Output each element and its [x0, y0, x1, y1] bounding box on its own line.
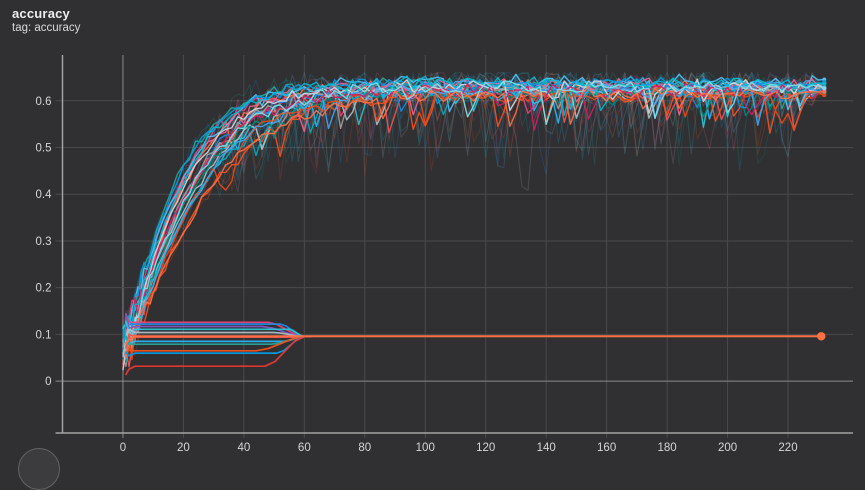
x-tick-label: 120: [476, 442, 495, 454]
x-tick-label: 220: [778, 442, 797, 454]
x-tick-label: 100: [416, 442, 435, 454]
x-tick-label: 0: [120, 442, 126, 454]
run-end-dot: [822, 86, 827, 91]
floating-action-button[interactable]: [18, 448, 60, 490]
run-raw-6: [122, 72, 825, 346]
run-raw-9: [122, 78, 825, 357]
run-raw-10: [122, 72, 825, 341]
x-tick-label: 80: [358, 442, 371, 454]
y-tick-label: 0.5: [36, 143, 52, 155]
run-line-7: [122, 81, 825, 349]
axes: [55, 55, 853, 434]
x-tick-label: 140: [537, 442, 556, 454]
run-raw-15: [122, 72, 825, 340]
y-tick-label: 0.2: [36, 283, 52, 295]
y-tick-label: 0: [45, 376, 51, 388]
run-line-22: [122, 80, 825, 357]
flat-run-lines: [125, 313, 826, 376]
run-line-21: [122, 85, 825, 359]
y-tick-label: 0.1: [36, 329, 52, 341]
tick-labels: 0 0.1 0.2 0.3 0.4 0.5 0.6 0 20 40 60 80 100 120 140 160…: [36, 96, 798, 454]
run-line-18: [122, 81, 825, 360]
long-flat-run-line: [125, 335, 823, 344]
y-tick-label: 0.6: [36, 96, 52, 108]
x-tick-label: 160: [597, 442, 616, 454]
x-tick-label: 60: [298, 442, 311, 454]
run-end-dot: [822, 89, 827, 94]
flat-run-line-11: [125, 335, 312, 376]
y-tick-label: 0.3: [36, 236, 52, 248]
y-tick-label: 0.4: [36, 189, 53, 201]
long-flat-run-end-dot: [817, 332, 826, 341]
x-tick-label: 20: [177, 442, 190, 454]
x-tick-label: 40: [237, 442, 250, 454]
accuracy-line-chart[interactable]: 0 0.1 0.2 0.3 0.4 0.5 0.6 0 20 40 60 80 100 120 140 160…: [0, 0, 865, 456]
run-lines-smoothed: [122, 73, 827, 371]
x-tick-label: 200: [718, 442, 737, 454]
run-end-dot: [822, 81, 827, 86]
run-end-dot: [822, 93, 827, 98]
x-tick-label: 180: [657, 442, 676, 454]
